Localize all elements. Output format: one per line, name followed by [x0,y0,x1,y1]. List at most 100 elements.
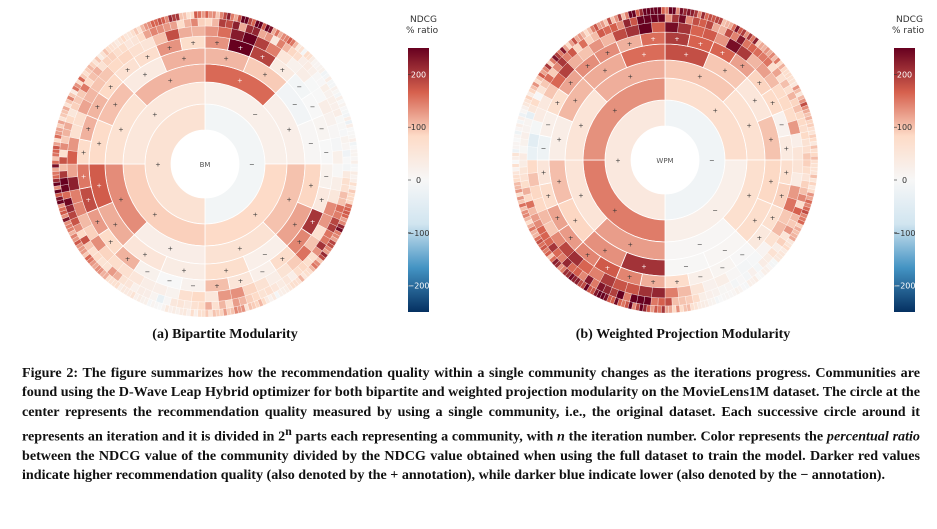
colorbar-a-subtitle: % ratio [406,26,439,36]
bm-annotation: + [81,149,86,157]
wpm-segment [664,6,669,15]
wpm-annotation: + [757,234,762,242]
wpm-annotation: + [674,35,679,43]
wpm-segment [790,132,803,148]
wpm-annotation: + [683,51,688,59]
bm-segment [218,18,227,28]
bm-annotation: − [145,268,150,276]
bm-annotation: + [237,245,242,253]
wpm-segment [643,296,652,306]
caption-emphasis: percentual ratio [826,428,920,445]
bm-segment [60,184,70,193]
wpm-annotation: + [612,207,617,215]
wpm-annotation: + [572,96,577,104]
wpm-segment [810,167,818,172]
wpm-segment [801,173,811,182]
wpm-segment [526,159,538,174]
wpm-annotation: + [555,99,560,107]
bm-segment [332,163,344,178]
bm-annotation: − [308,139,313,147]
bm-segment [350,167,359,172]
bm-segment [177,289,193,302]
wpm-segment [512,148,520,153]
bm-segment [341,177,351,186]
colorbar-a-tick-label: −200 [408,282,430,291]
bm-segment [342,156,352,165]
wpm-annotation: + [585,251,590,259]
bm-annotation: + [310,218,315,226]
wpm-segment [668,305,673,314]
wpm-segment [527,172,540,188]
bm-annotation: + [108,238,113,246]
wpm-annotation: + [602,246,607,254]
wpm-segment [511,152,520,157]
wpm-annotation: + [605,264,610,272]
bm-segment [51,167,60,172]
wpm-segment [518,159,528,168]
bm-annotation: + [252,211,257,219]
wpm-segment [790,172,803,188]
bm-annotation: + [86,125,91,133]
bm-segment [201,10,206,19]
bm-segment [211,301,220,310]
wpm-segment [672,7,677,15]
bm-segment [59,177,69,186]
bm-annotation: + [95,218,100,226]
wpm-annotation: + [712,106,717,114]
bm-segment [350,163,359,168]
bm-annotation: + [308,182,313,190]
wpm-segment [678,296,687,306]
bm-segment [67,176,80,192]
bm-segment [212,309,217,317]
bm-segment [342,149,351,158]
wpm-annotation: + [605,49,610,57]
bm-segment [204,291,219,303]
bm-annotation: + [286,195,291,203]
colorbar-b-tick-label: 200 [897,70,912,79]
bm-segment [183,18,192,28]
bm-segment [208,10,213,19]
wpm-segment [810,163,819,168]
bm-segment [330,136,343,152]
bm-annotation: + [167,76,172,84]
wpm-segment [512,167,520,172]
bm-segment [191,25,206,37]
wpm-annotation: − [712,207,717,215]
bm-annotation: + [142,250,147,258]
bm-segment [350,160,359,165]
bm-annotation: + [96,139,101,147]
bm-segment [340,135,350,144]
bm-segment [59,149,68,158]
bm-segment [204,309,209,318]
wpm-segment [649,7,655,15]
wpm-annotation: + [568,234,573,242]
wpm-annotation: + [698,40,703,48]
bm-segment [350,152,358,157]
caption-superscript: n [285,424,292,438]
bm-annotation: + [152,211,157,219]
colorbar-a-tick-label: 100 [411,123,426,132]
wpm-annotation: + [746,191,751,199]
bm-segment [201,309,206,318]
bm-segment [204,25,219,37]
wpm-annotation: + [612,106,617,114]
wpm-segment [650,14,659,23]
wpm-segment [810,159,819,164]
colorbar-bm: NDCG% ratio 200 100 0 −100 −200 [406,15,439,312]
colorbar-a-tick-label: −100 [408,229,430,238]
wpm-segment [653,305,658,313]
wpm-segment [511,159,520,164]
bm-annotation: + [118,126,123,134]
colorbar-a-gradient [408,48,429,312]
center-label: BM [200,161,211,169]
wpm-annotation: + [720,49,725,57]
bm-annotation: + [237,76,242,84]
bm-annotation: + [112,100,117,108]
wpm-segment [802,152,812,161]
bm-annotation: + [223,266,228,274]
wpm-segment [520,180,530,189]
wpm-annotation: + [572,217,577,225]
bm-annotation: + [118,195,123,203]
wpm-annotation: + [752,217,757,225]
bm-segment [204,301,213,311]
